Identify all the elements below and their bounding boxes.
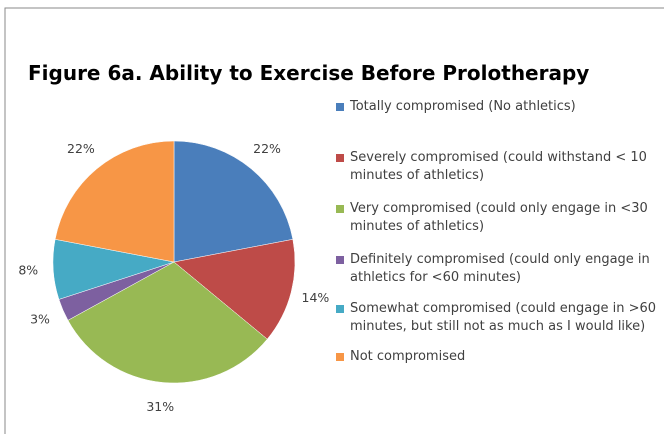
legend-swatch xyxy=(336,103,344,111)
legend-item: Somewhat compromised (could engage in >6… xyxy=(336,300,664,336)
pie-slice xyxy=(54,140,175,263)
legend-item: Definitely compromised (could only engag… xyxy=(336,251,664,287)
pie-slice xyxy=(173,239,296,340)
data-label: 31% xyxy=(146,399,174,414)
pie-slice xyxy=(67,261,268,384)
legend-swatch xyxy=(336,154,344,162)
legend-swatch xyxy=(336,305,344,313)
legend-swatch xyxy=(336,205,344,213)
chart-title: Figure 6a. Ability to Exercise Before Pr… xyxy=(28,61,589,85)
data-label: 22% xyxy=(67,141,95,156)
data-label: 3% xyxy=(30,311,50,326)
chart-border xyxy=(4,7,664,434)
legend-swatch xyxy=(336,256,344,264)
legend-label: Very compromised (could only engage in <… xyxy=(350,201,648,234)
legend-swatch xyxy=(336,353,344,361)
legend-label: Definitely compromised (could only engag… xyxy=(350,252,650,285)
legend-item: Not compromised xyxy=(336,348,664,366)
legend-label: Somewhat compromised (could engage in >6… xyxy=(350,301,657,334)
data-label: 22% xyxy=(253,141,281,156)
legend-item: Totally compromised (No athletics) xyxy=(336,98,664,116)
legend-item: Severely compromised (could withstand < … xyxy=(336,149,664,185)
data-label: 14% xyxy=(302,290,330,305)
legend-label: Not compromised xyxy=(350,349,466,364)
legend-label: Severely compromised (could withstand < … xyxy=(350,150,647,183)
data-label: 8% xyxy=(18,263,38,278)
pie-slice xyxy=(173,140,294,263)
legend-item: Very compromised (could only engage in <… xyxy=(336,200,664,236)
legend-label: Totally compromised (No athletics) xyxy=(350,99,576,114)
